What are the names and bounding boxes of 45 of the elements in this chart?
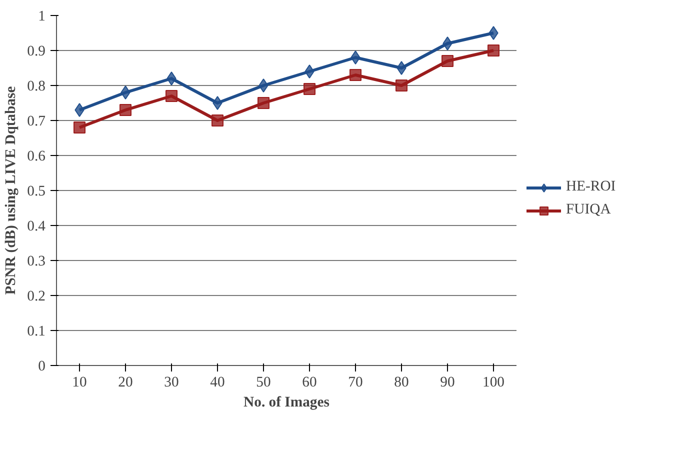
point <box>488 26 498 40</box>
y-tick-label: 0.3 <box>27 254 46 270</box>
point <box>442 36 452 50</box>
y-axis-title: PSNR (dB) using LIVE Dqtabase <box>3 86 20 295</box>
y-tick-label: 1 <box>38 8 46 24</box>
x-tick-label: 30 <box>164 374 179 390</box>
y-tick-label: 0.8 <box>27 78 46 94</box>
point <box>350 69 362 81</box>
point <box>258 78 268 92</box>
point <box>488 44 500 56</box>
x-tick-label: 10 <box>72 374 87 390</box>
x-tick-label: 70 <box>348 374 363 390</box>
x-axis-title: No. of Images <box>244 394 330 410</box>
x-tick-label: 40 <box>210 374 225 390</box>
point <box>350 50 360 64</box>
point <box>74 122 86 134</box>
x-tick-label: 60 <box>302 374 317 390</box>
point <box>258 97 270 109</box>
point <box>166 72 176 86</box>
point <box>212 96 222 110</box>
point <box>120 86 130 100</box>
y-tick-label: 0.7 <box>27 114 46 130</box>
x-tick-label: 90 <box>440 374 455 390</box>
x-tick-label: 100 <box>482 374 504 390</box>
y-tick-label: 0.4 <box>27 218 46 234</box>
x-tick-label: 80 <box>394 374 409 390</box>
point <box>442 55 454 67</box>
x-tick-label: 50 <box>256 374 271 390</box>
y-tick-label: 0.6 <box>27 148 46 164</box>
y-tick-label: 0.5 <box>27 184 46 200</box>
point <box>396 80 408 92</box>
y-tick-label: 0.2 <box>27 288 46 304</box>
point <box>304 64 314 78</box>
point <box>120 104 132 116</box>
point <box>304 83 316 95</box>
legend-label: FUIQA <box>566 202 611 218</box>
y-tick-label: 0.9 <box>27 44 46 60</box>
point <box>212 114 224 126</box>
point <box>396 61 406 75</box>
point <box>166 90 178 102</box>
x-tick-label: 20 <box>118 374 133 390</box>
y-tick-label: 0.1 <box>27 324 46 340</box>
y-tick-label: 0 <box>38 358 46 374</box>
legend-label: HE-ROI <box>566 178 616 196</box>
point <box>74 103 84 117</box>
